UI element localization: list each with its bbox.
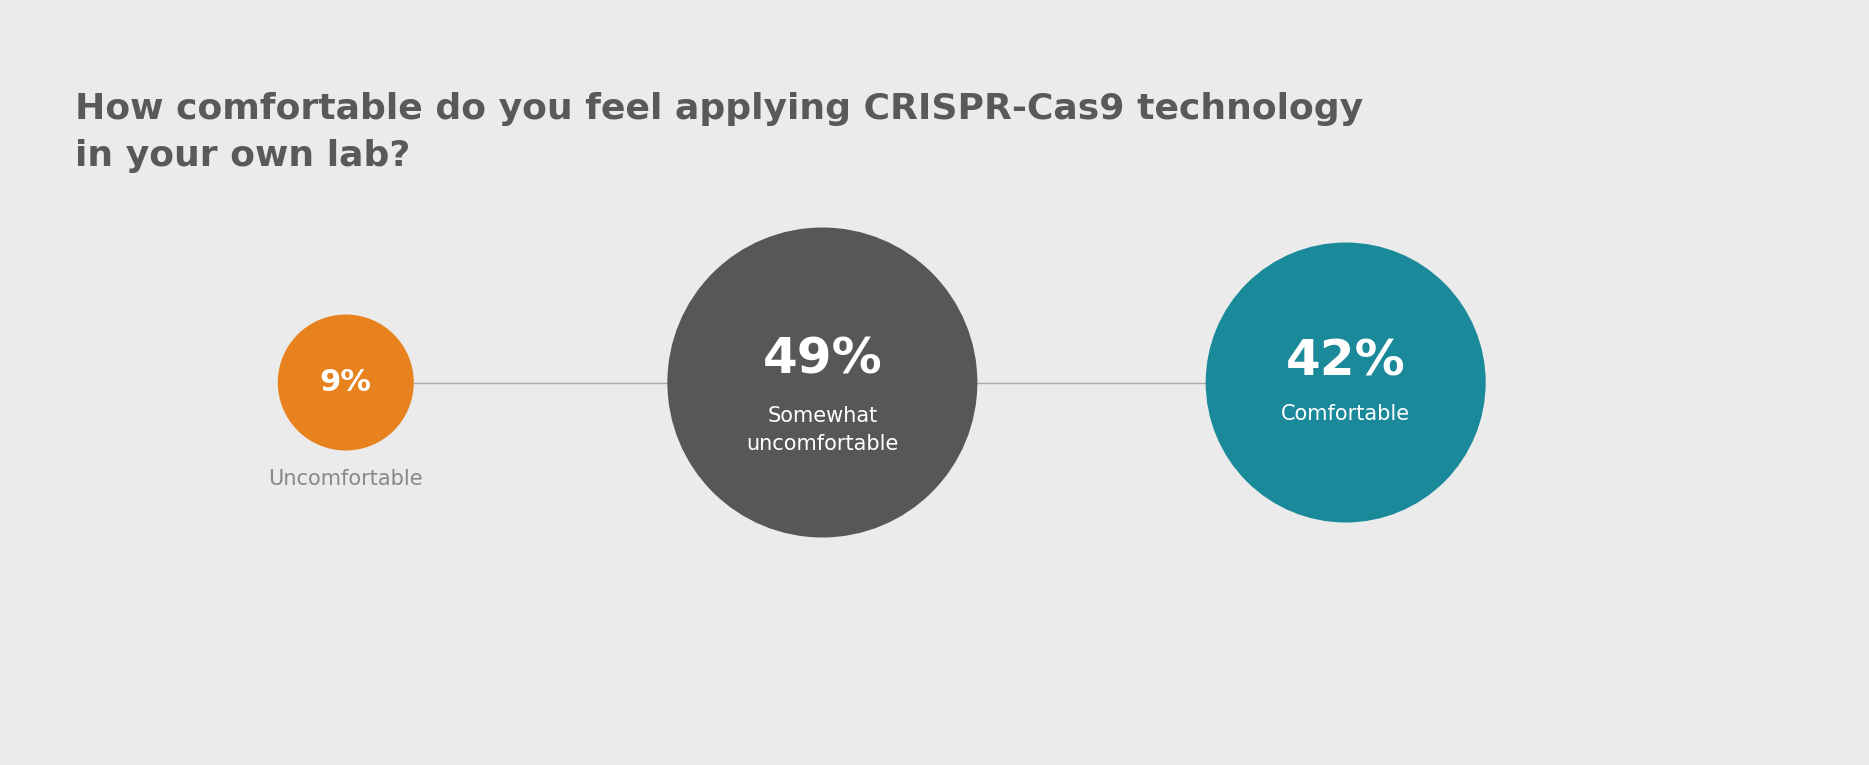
Text: 42%: 42% [1286, 337, 1405, 386]
Text: How comfortable do you feel applying CRISPR-Cas9 technology
in your own lab?: How comfortable do you feel applying CRI… [75, 92, 1363, 174]
Circle shape [667, 227, 977, 538]
Text: Somewhat
uncomfortable: Somewhat uncomfortable [746, 405, 899, 454]
Text: 49%: 49% [763, 335, 882, 383]
Circle shape [278, 314, 413, 451]
Text: 9%: 9% [320, 368, 372, 397]
Circle shape [1206, 243, 1486, 522]
Text: Comfortable: Comfortable [1280, 403, 1411, 424]
Text: Uncomfortable: Uncomfortable [269, 468, 422, 489]
